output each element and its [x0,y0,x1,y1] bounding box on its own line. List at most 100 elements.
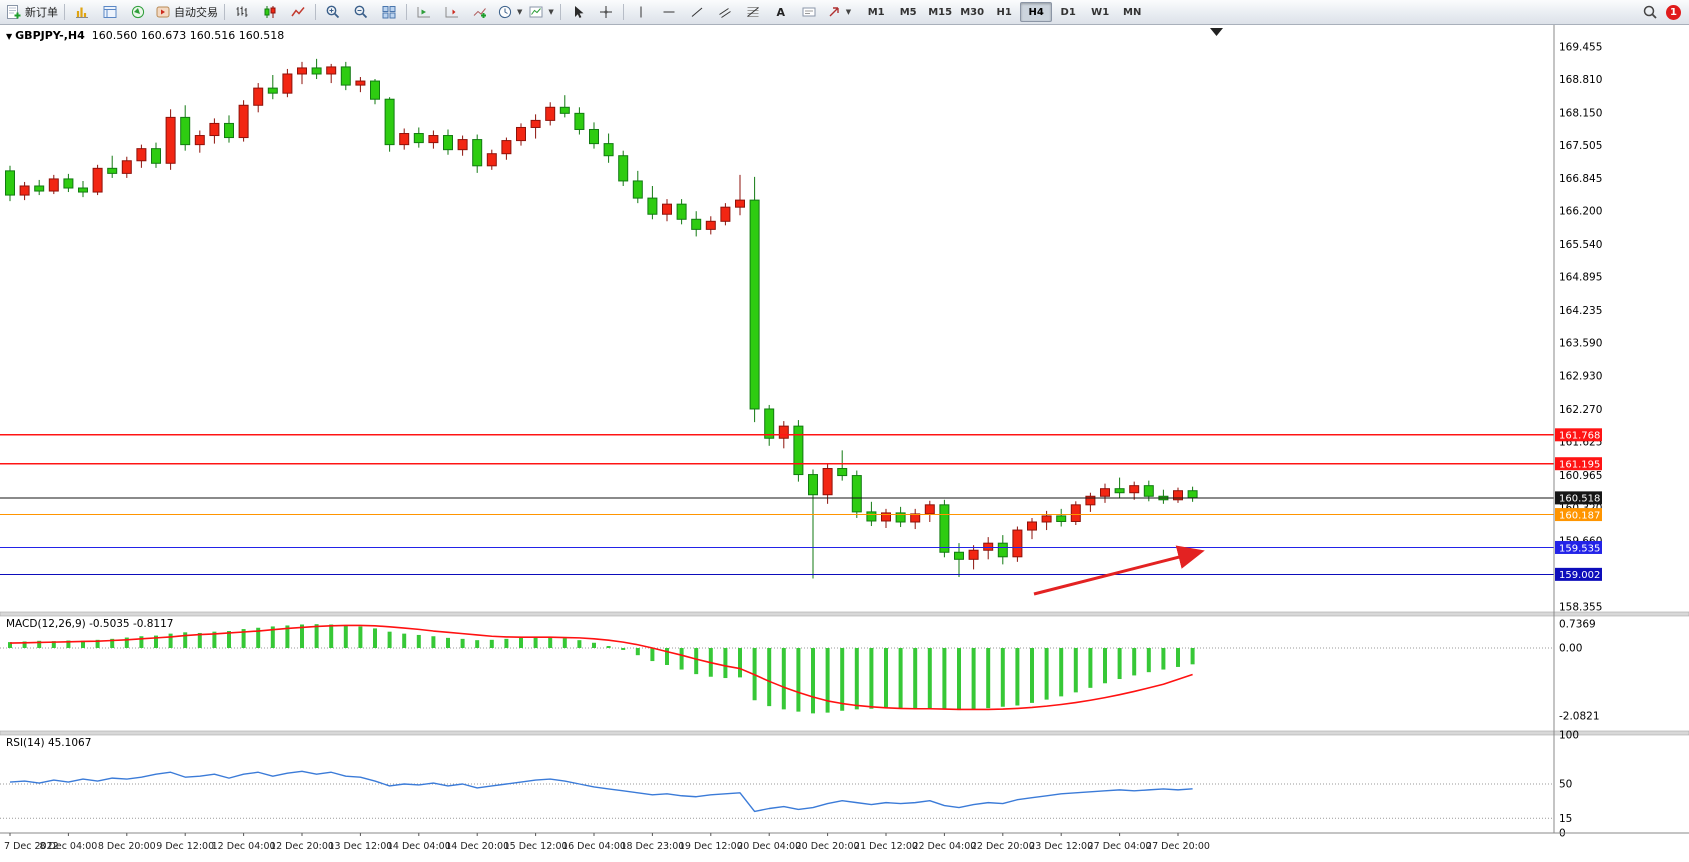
candle-body [924,504,935,515]
price-tags-layer: 161.768 161.195 160.187 159.535 159.002 160.5… [1555,428,1602,581]
candle-body [632,180,643,199]
indicators-button[interactable] [466,1,494,23]
candle-body [881,512,891,522]
price-tag-label: 161.195 [1559,460,1600,471]
candle-body [559,106,570,114]
zoom-out-button[interactable] [347,1,375,23]
time-tick-label: 27 Dec 20:00 [1146,841,1210,852]
trendline-icon [691,7,703,17]
timeframe-button-D1[interactable]: D1 [1060,6,1076,18]
price-tag [1555,567,1602,581]
candle-body [939,504,950,553]
market-watch-button[interactable] [68,1,96,23]
fibonacci-tool-button[interactable] [739,1,767,23]
notification-badge[interactable]: 1 [1666,4,1681,20]
timeframe-button-M30[interactable]: M30 [960,6,985,18]
time-tick-label: 12 Dec 04:00 [212,841,276,852]
candle-body [340,66,351,86]
channel-tool-button[interactable] [711,1,739,23]
zoom-in-button[interactable] [319,1,347,23]
navigator-button[interactable] [124,1,152,23]
horizontal-line-icon [663,11,675,13]
search-button[interactable] [1636,1,1664,23]
trend-arrow-annotation[interactable] [1033,545,1205,596]
periods-button[interactable]: ▼ [494,1,525,23]
bar-chart-button[interactable] [228,1,256,23]
macd-panel: 0.7369 0.00 -2.0821 [0,618,1600,723]
candle-body [1114,488,1125,494]
market-watch-icon [76,7,88,18]
timeframe-button-H4[interactable]: H4 [1020,2,1053,22]
trendline-tool-button[interactable] [683,1,711,23]
tile-windows-button[interactable] [375,1,403,23]
candle-body [355,80,366,86]
candle-body [224,122,234,139]
new-order-button[interactable]: 新订单 [3,1,61,23]
timeframe-button-H1[interactable]: H1 [996,6,1012,18]
time-tick-label: 22 Dec 04:00 [912,841,976,852]
candle-body [954,551,964,560]
chart-dropdown-icon[interactable]: ▼ [6,32,13,41]
panel-divider[interactable] [0,730,1689,736]
price-tag [1555,540,1602,554]
candle-body [997,542,1008,558]
autotrading-button[interactable]: 自动交易 [152,1,221,23]
zoom-in-icon [326,5,340,19]
candle-body [1070,504,1081,522]
candle-body [472,139,483,167]
price-tick-label: 163.590 [1559,337,1602,349]
candle-body [92,167,103,193]
cursor-button[interactable] [564,1,592,23]
candle-body [866,511,877,522]
time-tick-label: 7 Dec 2022 [4,841,59,852]
candle-body [589,128,599,145]
candle-body [413,133,424,144]
timeframe-button-MN[interactable]: MN [1123,6,1142,18]
timeframe-button-M1[interactable]: M1 [867,6,885,18]
candle-body [1173,490,1183,501]
price-tick-label: 158.355 [1559,601,1602,613]
candle-body [705,220,716,230]
candle-body [63,178,74,189]
cursor-icon [574,6,584,18]
text-tool-button[interactable]: A [767,1,795,23]
time-tick-label: 9 Dec 12:00 [156,841,214,852]
data-window-button[interactable] [96,1,124,23]
timeframe-button-M15[interactable]: M15 [928,6,953,18]
chart-shift-button[interactable] [438,1,466,23]
quote-ohlc-label: 160.560 160.673 160.516 160.518 [91,29,285,42]
indicators-icon [473,8,486,18]
price-tick-label: 166.845 [1559,173,1602,185]
time-tick-label: 16 Dec 04:00 [562,841,626,852]
horizontal-line-tool-button[interactable] [655,1,683,23]
candlestick-chart-button[interactable] [256,1,284,23]
rsi-indicator-label: RSI(14) 45.1067 [6,737,92,749]
line-chart-button[interactable] [284,1,312,23]
timeframe-button-M5[interactable]: M5 [899,6,917,18]
autotrading-label: 自动交易 [174,6,218,19]
price-tick-label: 166.200 [1559,206,1602,218]
time-tick-label: 19 Dec 12:00 [679,841,743,852]
macd-tick-label: 0.7369 [1559,618,1596,630]
arrows-tool-button[interactable]: ▼ [823,1,854,23]
candlestick-chart-icon [264,6,276,18]
candle-body [735,199,745,208]
scroll-to-end-marker[interactable] [1210,28,1223,36]
tile-windows-icon [382,6,396,19]
price-tick-label: 169.455 [1559,42,1602,54]
candle-body [209,122,220,137]
vertical-line-tool-button[interactable] [627,1,655,23]
candle-body [19,185,30,196]
templates-button[interactable]: ▼ [525,1,556,23]
panel-divider[interactable] [0,611,1689,617]
auto-scroll-button[interactable] [410,1,438,23]
time-tick-label: 27 Dec 04:00 [1088,841,1152,852]
candle-body [530,119,541,128]
timeframe-toolbar: M1 M5 M15 M30 H1 H4 D1 W1 MN [860,2,1148,22]
candle-body [851,475,862,513]
navigator-icon [131,5,145,19]
crosshair-button[interactable] [592,1,620,23]
timeframe-button-W1[interactable]: W1 [1091,6,1110,18]
text-label-tool-button[interactable] [795,1,823,23]
